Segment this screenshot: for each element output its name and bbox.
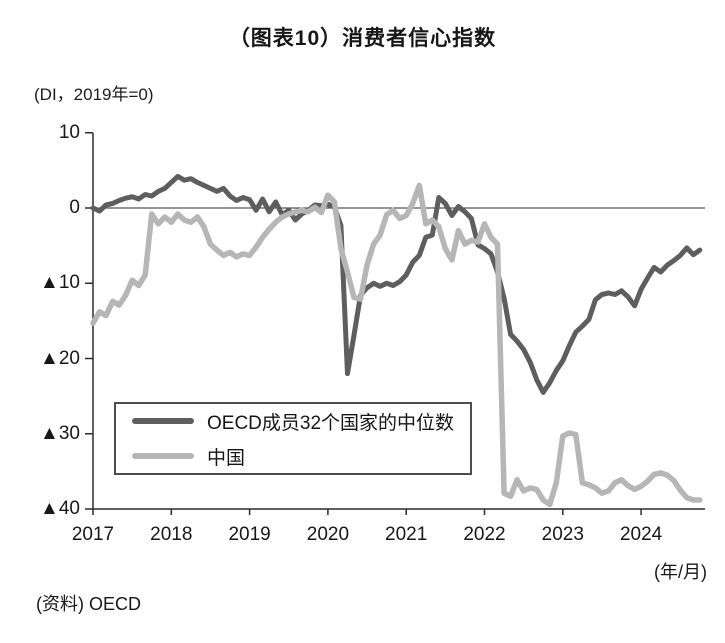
x-axis-tick-label: 2019 <box>228 524 271 545</box>
x-axis-tick-label: 2021 <box>385 524 428 545</box>
x-axis-tick-label: 2017 <box>71 524 115 545</box>
series-line-china <box>90 182 703 508</box>
legend-item-china: 中国 <box>132 443 470 470</box>
x-axis-tick-label: 2024 <box>619 524 663 545</box>
legend-item-oecd: OECD成员32个国家的中位数 <box>132 408 470 435</box>
y-axis-unit-label: (DI，2019年=0) <box>34 85 154 104</box>
page-title: （图表10）消费者信心指数 <box>228 27 497 50</box>
china-line-swatch <box>132 453 194 459</box>
legend-label-oecd: OECD成员32个国家的中位数 <box>207 412 455 434</box>
series-line-oecd <box>90 173 703 395</box>
x-axis-tick-label: 2023 <box>541 524 584 545</box>
oecd-line-swatch <box>132 418 194 424</box>
y-axis-tick-label: ▲30 <box>40 422 80 444</box>
y-axis-tick-label: ▲20 <box>40 347 80 369</box>
y-axis-tick-label: 10 <box>58 121 80 143</box>
y-axis-tick-label: 0 <box>69 197 80 218</box>
x-axis-unit-label: (年/月) <box>654 562 707 582</box>
legend-label-china: 中国 <box>207 447 246 469</box>
x-axis-tick-label: 2022 <box>463 524 506 545</box>
legend: OECD成员32个国家的中位数 中国 <box>114 402 472 475</box>
x-axis-tick-label: 2018 <box>150 524 193 545</box>
y-axis-tick-label: ▲40 <box>40 498 80 519</box>
x-axis-tick-label: 2020 <box>306 524 350 545</box>
y-axis-tick-label: ▲10 <box>40 272 80 294</box>
source-note: (资料) OECD <box>36 594 141 614</box>
